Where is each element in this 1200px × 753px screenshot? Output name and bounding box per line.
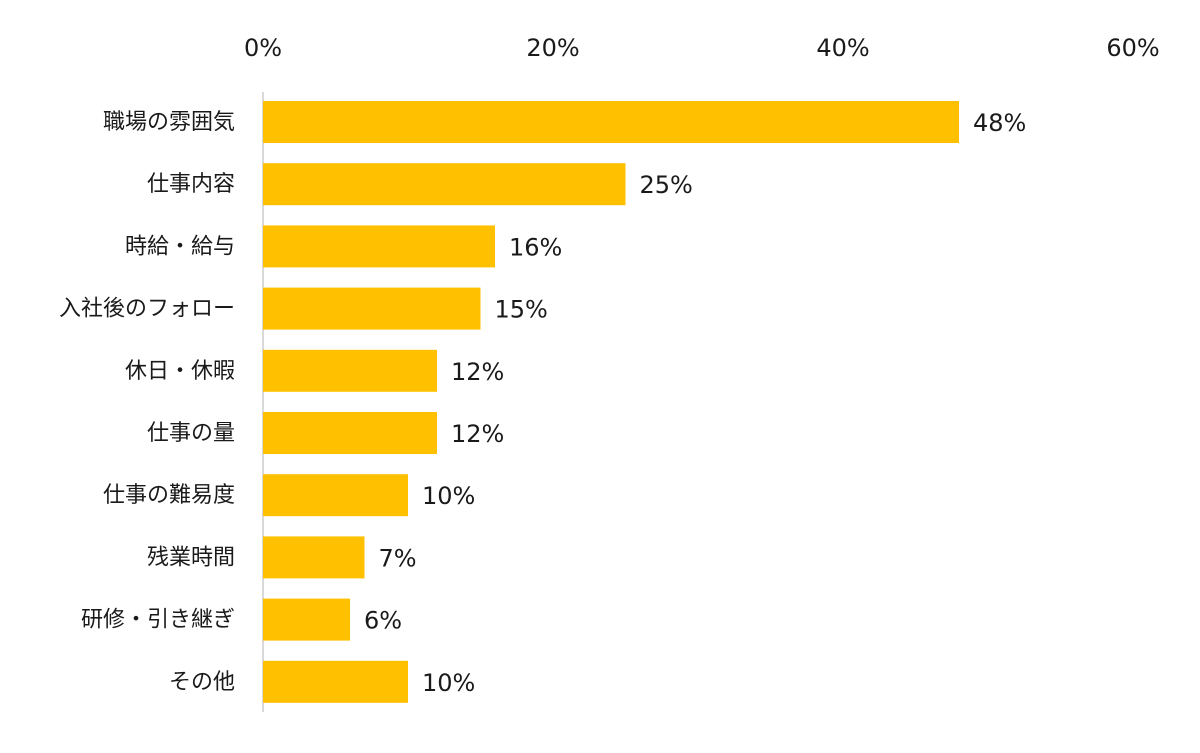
data-label: 25% [640, 171, 693, 199]
bar [263, 225, 495, 268]
x-tick-label: 20% [526, 34, 579, 62]
data-label: 12% [451, 420, 504, 448]
data-label: 12% [451, 358, 504, 386]
bar [263, 412, 437, 454]
data-label: 7% [379, 544, 417, 572]
category-label: 残業時間 [147, 545, 235, 570]
x-tick-label: 0% [244, 34, 282, 62]
category-label: 仕事の量 [147, 421, 235, 446]
category-label: 時給・給与 [125, 234, 235, 259]
category-label: 仕事の難易度 [103, 483, 235, 508]
x-axis-ticks: 0% 20% 40% 60% [244, 34, 1160, 62]
bar [263, 287, 481, 330]
category-label: 入社後のフォロー [59, 297, 235, 322]
category-label: 職場の雰囲気 [103, 110, 235, 135]
bar [263, 101, 959, 143]
bar [263, 660, 408, 703]
data-label: 10% [422, 669, 475, 697]
data-label: 16% [509, 233, 562, 261]
category-label: 研修・引き継ぎ [81, 608, 235, 633]
bars-group: 職場の雰囲気 48% 仕事内容 25% 時給・給与 16% 入社後のフォロー 15% 休日・休暇… [59, 101, 1026, 703]
data-label: 15% [495, 296, 548, 324]
bar [263, 598, 350, 641]
bar [263, 163, 626, 206]
x-tick-label: 60% [1106, 34, 1159, 62]
data-label: 10% [422, 482, 475, 510]
bar [263, 536, 365, 579]
category-label: その他 [169, 670, 235, 695]
data-label: 48% [973, 109, 1026, 137]
bar [263, 349, 437, 392]
category-label: 仕事内容 [147, 172, 235, 197]
bar [263, 474, 408, 517]
x-tick-label: 40% [816, 34, 869, 62]
category-label: 休日・休暇 [125, 359, 235, 384]
data-label: 6% [364, 607, 402, 635]
